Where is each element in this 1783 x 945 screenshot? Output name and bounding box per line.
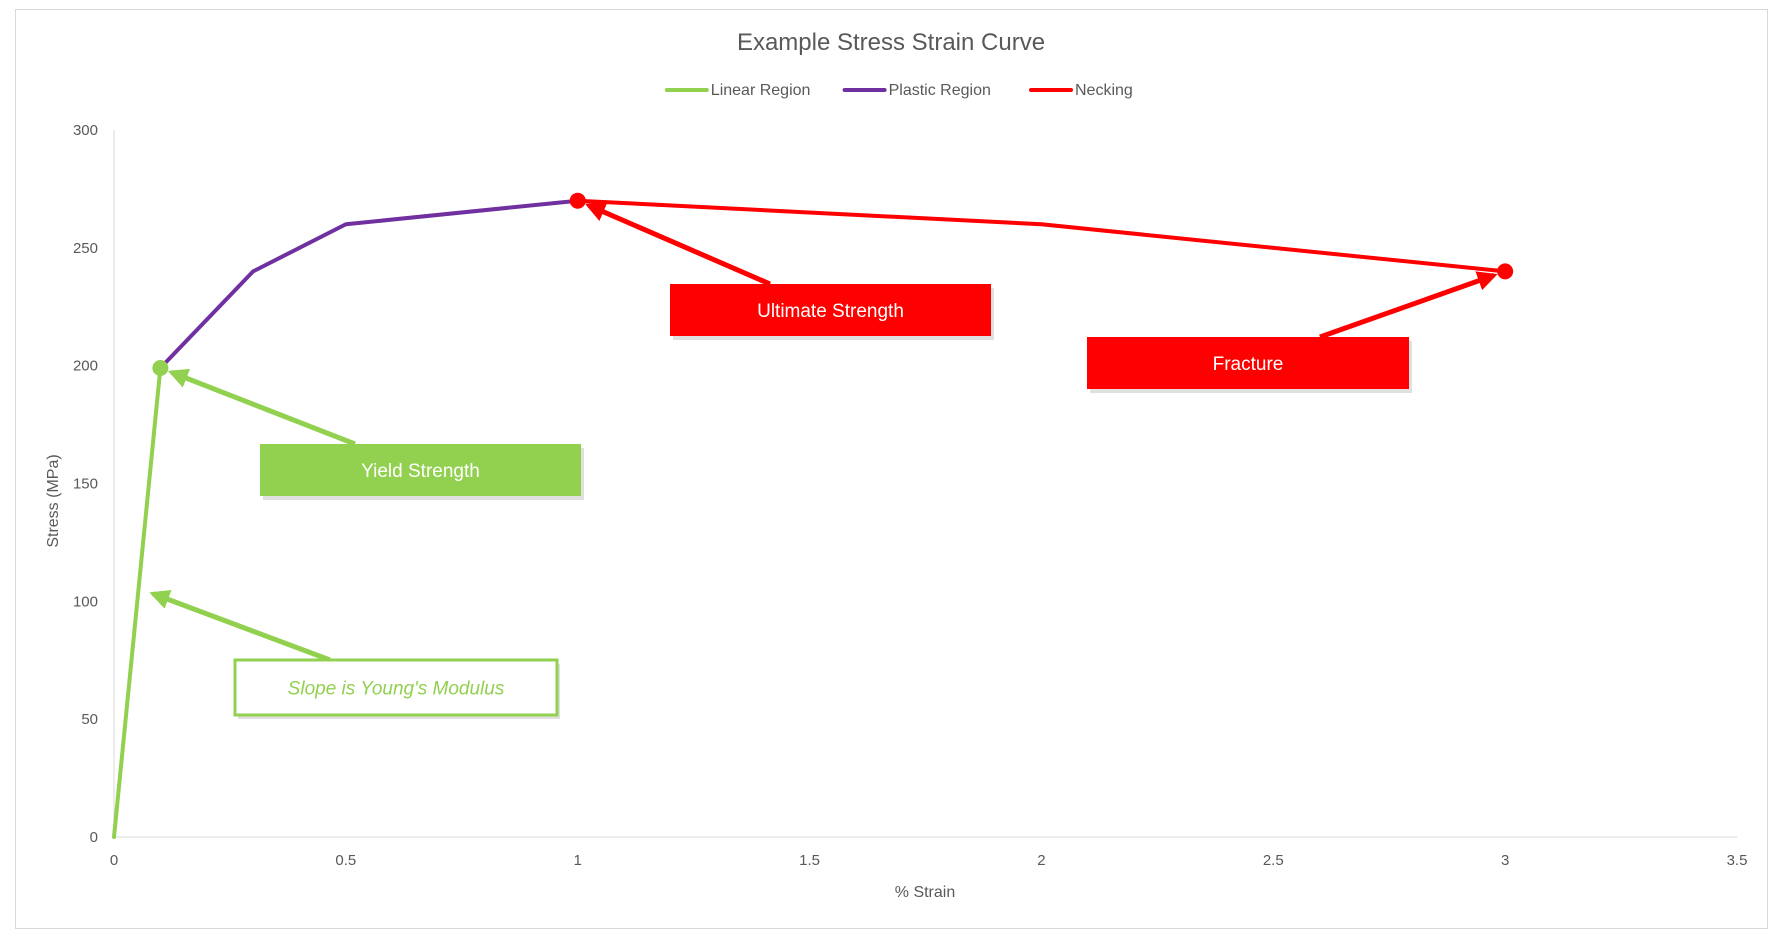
legend: Linear Region Plastic Region Necking (664, 82, 1133, 99)
legend-item: Plastic Region (842, 82, 991, 99)
data-point-marker (569, 192, 586, 209)
x-tick-label: 2.5 (1263, 852, 1284, 869)
x-tick-label: 3 (1501, 852, 1509, 869)
callout-arrow (585, 202, 771, 287)
x-tick-label: 1.5 (799, 852, 820, 869)
legend-item: Linear Region (664, 82, 811, 99)
x-tick-label: 0.5 (335, 852, 356, 869)
callout: Yield Strength (260, 444, 584, 500)
callout-box (233, 658, 559, 717)
legend-label: Plastic Region (889, 82, 991, 99)
y-tick-label: 150 (73, 476, 98, 493)
data-point-marker (1497, 263, 1514, 280)
callout-label: Yield Strength (361, 461, 480, 482)
callout: Fracture (1087, 337, 1412, 393)
callout: Ultimate Strength (670, 284, 994, 340)
chart-title: Example Stress Strain Curve (737, 29, 1045, 56)
y-axis-title: Stress (MPa) (45, 454, 62, 547)
y-tick-label: 100 (73, 593, 98, 610)
x-tick-label: 3.5 (1727, 852, 1748, 869)
y-tick-label: 250 (73, 240, 98, 257)
x-tick-label: 0 (110, 852, 118, 869)
callout-label: Ultimate Strength (757, 301, 904, 322)
series-line (158, 198, 580, 371)
callout-box (1087, 337, 1409, 389)
series-line (575, 198, 1508, 274)
data-point-marker (152, 360, 169, 377)
y-tick-label: 300 (73, 122, 98, 139)
callout-label: Fracture (1213, 354, 1284, 375)
callout-box (260, 444, 581, 496)
legend-label: Linear Region (711, 82, 811, 99)
legend-label: Necking (1075, 82, 1133, 99)
callout: Slope is Young's Modulus (233, 658, 560, 719)
series-line (112, 366, 163, 839)
callout-arrow (167, 368, 356, 447)
x-tick-label: 2 (1037, 852, 1045, 869)
x-tick-label: 1 (574, 852, 582, 869)
callout-box (670, 284, 991, 336)
y-tick-label: 50 (81, 711, 98, 728)
x-axis-title: % Strain (895, 884, 955, 901)
series-layer (112, 192, 1514, 839)
callout-arrow (1319, 271, 1498, 340)
y-tick-label: 0 (90, 829, 98, 846)
annotation-layer: Yield Strength Slope is Young's Modulus Ul… (149, 202, 1498, 719)
legend-item: Necking (1029, 82, 1133, 99)
y-tick-label: 200 (73, 358, 98, 375)
callout-arrow (149, 590, 331, 663)
axes: 0 50 100 150 200 250 300 0 0.5 1 1.5 2 2.5 3 3.5 (73, 122, 1747, 869)
callout-label: Slope is Young's Modulus (288, 679, 505, 700)
